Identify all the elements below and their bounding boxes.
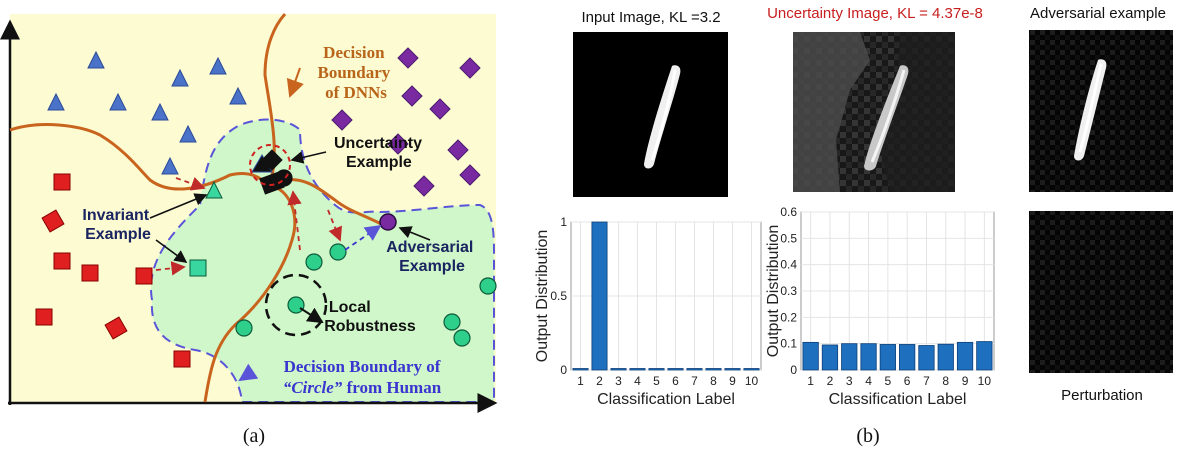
bar <box>705 368 722 371</box>
perturbation-label: Perturbation <box>1061 387 1143 404</box>
y-tick-label: 0.1 <box>780 337 797 351</box>
x-tick-label: 8 <box>710 374 717 388</box>
y-tick-label: 0 <box>560 363 567 377</box>
uncertainty-label: Uncertainty Example <box>334 135 426 171</box>
y-tick-label: 0.5 <box>550 289 567 303</box>
x-tick-label: 9 <box>729 374 736 388</box>
human-boundary-pointer <box>238 363 259 382</box>
uncertainty-image <box>793 32 955 192</box>
bar <box>743 368 760 371</box>
dnn-boundary-label: Decision Boundary of DNNs <box>318 43 395 102</box>
local-robustness-arrow <box>299 307 324 324</box>
bar <box>860 343 877 371</box>
x-tick-label: 4 <box>634 374 641 388</box>
bar <box>667 368 684 371</box>
human-boundary-label-line1: Decision Boundary of <box>284 357 441 376</box>
transform-arrows <box>155 176 343 276</box>
x-axis-label: Classification Label <box>829 391 967 408</box>
invariant-square <box>189 259 207 277</box>
bar <box>841 343 858 371</box>
adversarial-circle <box>379 213 397 231</box>
bar <box>686 368 703 371</box>
x-tick-label: 6 <box>672 374 679 388</box>
bar <box>802 341 819 371</box>
x-tick-label: 7 <box>923 374 930 388</box>
adversarial-image <box>1029 30 1173 192</box>
diamond-class <box>261 47 481 197</box>
x-tick-label: 2 <box>596 374 603 388</box>
bar <box>821 344 839 371</box>
x-tick-label: 8 <box>942 374 949 388</box>
panel-a-caption: (a) <box>243 425 265 447</box>
x-tick-label: 10 <box>745 374 759 388</box>
input-image <box>573 32 728 197</box>
y-tick-label: 0.3 <box>780 284 797 298</box>
invariant-triangle <box>205 180 223 199</box>
bar <box>976 341 993 371</box>
bar <box>879 344 896 371</box>
invariant-label: Invariant Example <box>82 207 153 243</box>
x-axis-label: Classification Label <box>597 391 735 408</box>
y-tick-label: 0.6 <box>780 205 797 219</box>
y-axis-label: Output Distribution <box>765 225 782 358</box>
bar <box>956 341 974 371</box>
x-tick-label: 7 <box>691 374 698 388</box>
x-tick-label: 1 <box>577 374 584 388</box>
adversarial-image-title: Adversarial example <box>1030 5 1166 22</box>
triangle-class <box>47 50 273 175</box>
bar <box>610 368 627 371</box>
uncertainty-marker-ring <box>249 144 291 186</box>
label-pointers <box>149 151 431 263</box>
bar <box>629 368 646 371</box>
panel-b: Input Image, KL =3.2 Uncertainty Image, … <box>534 5 1173 447</box>
x-tick-label: 5 <box>885 374 892 388</box>
x-tick-label: 3 <box>615 374 622 388</box>
bar <box>648 368 665 371</box>
bar <box>572 368 589 371</box>
adversarial-transform-arrow <box>344 224 382 251</box>
x-tick-label: 5 <box>653 374 660 388</box>
human-boundary-label-line2: “Circle” from Human <box>283 378 442 397</box>
adversarial-label: Adversarial Example <box>386 239 478 275</box>
y-tick-label: 0.5 <box>780 231 797 245</box>
input-image-title: Input Image, KL =3.2 <box>581 9 720 26</box>
bar <box>918 345 935 371</box>
local-robustness-label: Local Robustness <box>324 299 416 335</box>
panel-a: Decision Boundary of DNNs Uncertainty Ex… <box>0 12 498 447</box>
y-tick-label: 0.2 <box>780 310 797 324</box>
chart-uncertainty-distribution: 0 0.1 0.2 0.3 0.4 0.5 0.6 1 2 3 4 5 6 7 8 9 10 Classifica… <box>765 205 995 408</box>
bar <box>937 343 954 371</box>
bar <box>899 344 916 371</box>
panel-b-caption: (b) <box>856 425 879 447</box>
x-tick-label: 4 <box>865 374 872 388</box>
x-tick-label: 6 <box>904 374 911 388</box>
perturbation-image <box>1029 211 1173 373</box>
y-axis-label: Output Distribution <box>534 230 551 363</box>
x-tick-label: 9 <box>962 374 969 388</box>
y-tick-label: 0.4 <box>780 258 797 272</box>
y-tick-label: 1 <box>560 215 567 229</box>
x-tick-label: 10 <box>978 374 992 388</box>
dnn-boundary-pointer <box>286 67 304 98</box>
bar <box>591 221 608 371</box>
bar <box>724 368 741 371</box>
circle-class <box>235 169 497 347</box>
local-robustness-ring <box>264 273 328 337</box>
y-tick-label: 0 <box>790 363 797 377</box>
uncertainty-image-title: Uncertainty Image, KL = 4.37e-8 <box>767 5 983 22</box>
x-tick-label: 1 <box>807 374 814 388</box>
x-tick-label: 3 <box>846 374 853 388</box>
x-tick-label: 2 <box>827 374 834 388</box>
